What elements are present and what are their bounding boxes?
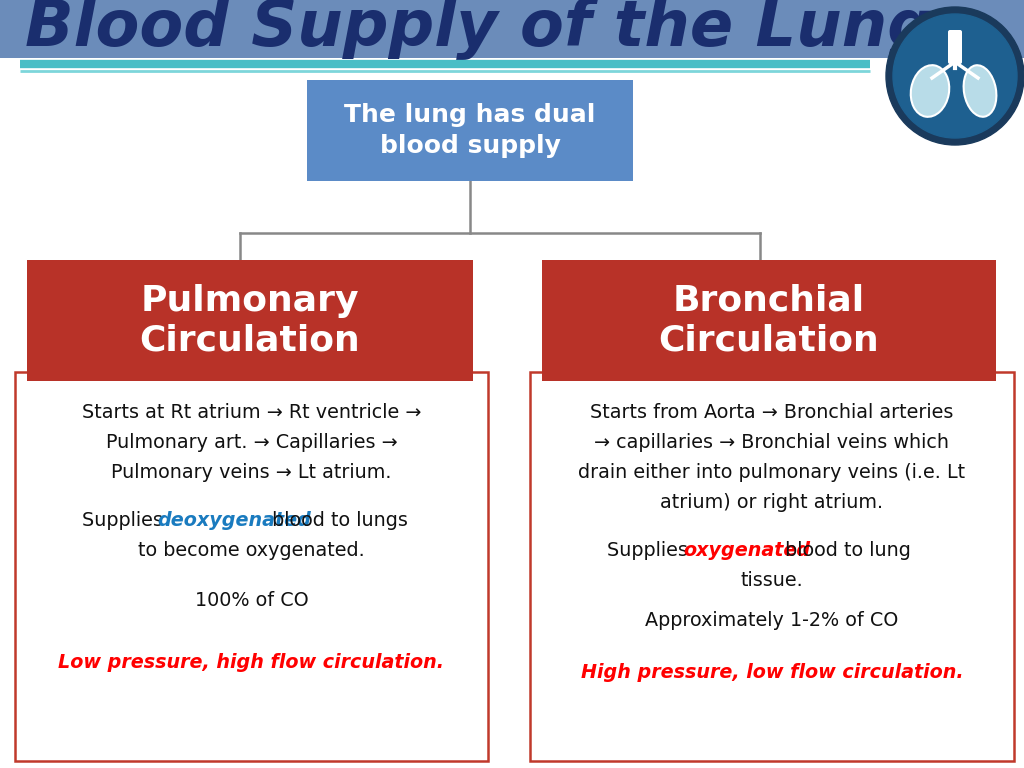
Text: 100% of CO: 100% of CO	[195, 591, 308, 610]
Text: → capillaries → Bronchial veins which: → capillaries → Bronchial veins which	[595, 433, 949, 452]
FancyBboxPatch shape	[948, 30, 962, 64]
Text: Pulmonary veins → Lt atrium.: Pulmonary veins → Lt atrium.	[112, 464, 392, 482]
Text: Starts from Aorta → Bronchial arteries: Starts from Aorta → Bronchial arteries	[590, 403, 953, 422]
Text: Low pressure, high flow circulation.: Low pressure, high flow circulation.	[58, 654, 444, 673]
FancyBboxPatch shape	[307, 80, 633, 181]
Text: tissue.: tissue.	[740, 571, 804, 590]
Circle shape	[886, 7, 1024, 145]
Text: deoxygenated: deoxygenated	[158, 511, 311, 529]
FancyBboxPatch shape	[542, 260, 996, 381]
FancyBboxPatch shape	[15, 372, 488, 761]
Text: Pulmonary art. → Capillaries →: Pulmonary art. → Capillaries →	[105, 433, 397, 452]
Text: High pressure, low flow circulation.: High pressure, low flow circulation.	[581, 664, 964, 683]
Text: drain either into pulmonary veins (i.e. Lt: drain either into pulmonary veins (i.e. …	[579, 464, 966, 482]
Text: Starts at Rt atrium → Rt ventricle →: Starts at Rt atrium → Rt ventricle →	[82, 403, 421, 422]
Text: Supplies: Supplies	[82, 511, 169, 529]
Text: Bronchial
Circulation: Bronchial Circulation	[658, 284, 880, 357]
FancyBboxPatch shape	[530, 372, 1014, 761]
Ellipse shape	[910, 65, 949, 117]
Text: atrium) or right atrium.: atrium) or right atrium.	[660, 494, 884, 512]
Text: Pulmonary
Circulation: Pulmonary Circulation	[139, 284, 360, 357]
Text: blood to lung: blood to lung	[779, 541, 911, 560]
Ellipse shape	[964, 65, 996, 117]
FancyBboxPatch shape	[0, 0, 1024, 58]
Text: oxygenated: oxygenated	[683, 541, 810, 560]
Text: blood to lungs: blood to lungs	[265, 511, 408, 529]
Text: to become oxygenated.: to become oxygenated.	[138, 541, 365, 560]
Circle shape	[893, 14, 1017, 138]
Text: Supplies: Supplies	[607, 541, 694, 560]
Text: Approximately 1-2% of CO: Approximately 1-2% of CO	[645, 611, 899, 630]
Text: Blood Supply of the Lung: Blood Supply of the Lung	[25, 0, 933, 61]
FancyBboxPatch shape	[27, 260, 473, 381]
Text: The lung has dual
blood supply: The lung has dual blood supply	[344, 103, 596, 158]
